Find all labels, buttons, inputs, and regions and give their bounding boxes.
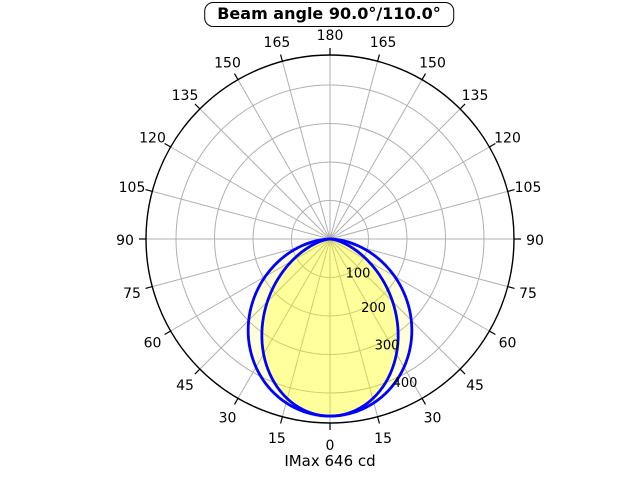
beam-fill-c0-c180 <box>261 239 399 417</box>
angle-label: 90 <box>116 233 134 249</box>
angle-label: 165 <box>370 35 397 51</box>
angular-gridline <box>329 146 490 240</box>
angular-gridline <box>152 190 331 240</box>
angle-tick <box>489 142 496 148</box>
angular-gridline <box>281 238 331 417</box>
angle-tick <box>421 398 427 405</box>
angle-label: 60 <box>144 336 162 352</box>
angle-tick <box>377 416 380 424</box>
angle-tick <box>194 368 201 375</box>
angular-gridline <box>329 238 490 332</box>
angle-label: 135 <box>462 88 489 104</box>
angular-gridline <box>237 238 331 399</box>
angle-tick <box>164 330 171 336</box>
angle-label: 120 <box>139 131 166 147</box>
angle-tick <box>459 368 466 375</box>
angle-label: 45 <box>176 378 194 394</box>
angle-label: 90 <box>526 233 544 249</box>
angular-gridline <box>329 61 379 240</box>
angular-gridline <box>329 190 508 240</box>
angular-gridline <box>329 108 461 240</box>
angle-tick <box>145 286 153 289</box>
angle-tick <box>280 54 283 62</box>
angle-tick <box>280 416 283 424</box>
angle-label: 30 <box>424 411 442 427</box>
angle-label: 0 <box>326 438 335 454</box>
angle-label: 15 <box>374 431 392 447</box>
angular-gridline <box>329 238 379 417</box>
angular-gridline <box>329 238 461 370</box>
angle-tick <box>459 103 466 110</box>
angle-label: 105 <box>119 180 146 196</box>
radial-tick-label: 400 <box>393 376 418 391</box>
angle-tick <box>377 54 380 62</box>
imax-caption: IMax 646 cd <box>284 452 376 470</box>
angular-gridline <box>199 238 331 370</box>
angular-gridline <box>170 146 331 240</box>
angular-gridline <box>199 108 331 240</box>
angular-gridline <box>329 79 423 240</box>
angular-gridline <box>237 79 331 240</box>
radial-tick-label: 200 <box>361 301 386 316</box>
radial-tick-label: 100 <box>346 267 371 282</box>
angle-label: 120 <box>494 131 521 147</box>
angle-tick <box>145 189 153 192</box>
angle-tick <box>507 189 515 192</box>
angular-gridline <box>329 238 423 399</box>
angle-tick <box>507 286 515 289</box>
angle-label: 180 <box>317 28 344 44</box>
angle-tick <box>489 330 496 336</box>
chart-title: Beam angle 90.0°/110.0° <box>217 4 441 23</box>
angular-gridline <box>170 238 331 332</box>
angle-label: 165 <box>264 35 291 51</box>
angle-tick <box>164 142 171 148</box>
angle-label: 30 <box>219 411 237 427</box>
angle-tick <box>421 73 427 80</box>
angular-gridline <box>281 61 331 240</box>
angle-tick <box>233 398 239 405</box>
angle-label: 75 <box>519 286 537 302</box>
chart-title-box: Beam angle 90.0°/110.0° <box>204 2 454 27</box>
angle-tick <box>233 73 239 80</box>
angle-label: 150 <box>419 56 446 72</box>
angle-tick <box>194 103 201 110</box>
angle-label: 60 <box>499 336 517 352</box>
angle-label: 15 <box>268 431 286 447</box>
intensity-curve-c0-c180 <box>260 237 400 418</box>
angle-label: 135 <box>172 88 199 104</box>
angle-label: 45 <box>466 378 484 394</box>
beam-fill-c90-c270 <box>248 239 412 417</box>
radial-tick-label: 300 <box>375 339 400 354</box>
angle-label: 105 <box>515 180 542 196</box>
angle-label: 75 <box>123 286 141 302</box>
angle-label: 150 <box>214 56 241 72</box>
